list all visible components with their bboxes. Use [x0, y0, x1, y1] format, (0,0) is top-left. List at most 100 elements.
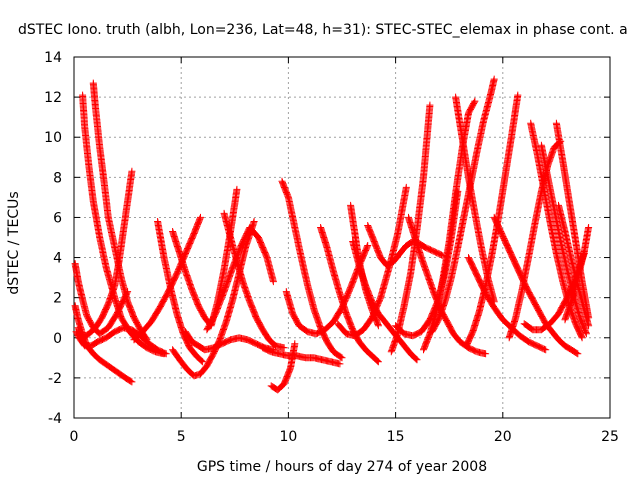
- data-point: [465, 173, 472, 181]
- data-point: [220, 288, 228, 296]
- data-point: [400, 330, 408, 338]
- y-tick-label: 8: [53, 170, 62, 186]
- data-point: [409, 332, 417, 340]
- data-point: [124, 298, 132, 306]
- data-point: [239, 280, 247, 288]
- data-point: [284, 193, 292, 201]
- data-point: [177, 358, 185, 366]
- data-point: [287, 364, 294, 372]
- data-point: [400, 342, 408, 350]
- data-point: [572, 320, 580, 328]
- data-point: [71, 260, 79, 268]
- data-point: [100, 177, 108, 185]
- data-point: [269, 278, 277, 286]
- data-point: [428, 328, 436, 336]
- data-point: [381, 318, 389, 326]
- data-point: [490, 75, 498, 83]
- data-point: [546, 320, 554, 328]
- data-point: [374, 310, 382, 318]
- data-point: [387, 326, 395, 334]
- series-38: [555, 201, 593, 330]
- series-29-trace: [463, 93, 522, 349]
- data-point: [469, 328, 477, 336]
- data-point: [533, 342, 541, 350]
- data-point: [529, 296, 537, 304]
- data-point: [462, 342, 470, 350]
- data-point: [349, 238, 357, 245]
- series-16: [278, 177, 346, 362]
- data-point: [490, 304, 498, 312]
- data-point: [516, 332, 524, 340]
- data-point: [567, 346, 575, 354]
- data-point: [229, 264, 237, 272]
- data-point: [368, 298, 376, 306]
- data-point: [111, 328, 119, 336]
- data-point: [115, 258, 123, 266]
- data-point: [342, 310, 350, 318]
- data-point: [390, 258, 397, 266]
- y-tick-label: 2: [53, 291, 62, 307]
- data-point: [246, 298, 254, 306]
- data-point: [342, 330, 350, 338]
- data-point: [329, 268, 337, 276]
- data-point: [405, 213, 412, 221]
- data-point: [282, 288, 290, 296]
- data-point: [537, 141, 545, 149]
- data-point: [222, 318, 230, 326]
- data-point: [580, 248, 588, 255]
- data-point: [512, 314, 520, 322]
- data-point: [497, 228, 505, 235]
- data-point: [555, 201, 562, 209]
- data-point: [417, 254, 425, 262]
- y-tick-label: 4: [53, 251, 62, 267]
- data-point: [525, 338, 532, 346]
- series-14: [259, 344, 344, 368]
- data-point: [417, 328, 425, 336]
- data-point: [143, 336, 151, 344]
- data-point: [160, 254, 168, 262]
- data-point: [520, 320, 528, 328]
- y-tick-label: 12: [44, 90, 62, 106]
- data-point: [119, 228, 127, 235]
- data-point: [329, 348, 337, 356]
- data-point: [574, 350, 582, 358]
- series-25: [420, 97, 479, 354]
- data-point: [85, 330, 93, 338]
- data-point: [351, 332, 359, 340]
- data-point: [259, 326, 267, 334]
- data-point: [194, 302, 202, 310]
- data-point: [214, 298, 222, 306]
- data-point: [336, 360, 344, 368]
- data-point: [540, 183, 547, 191]
- data-point: [274, 386, 282, 394]
- data-point: [555, 310, 562, 318]
- data-point: [244, 336, 252, 344]
- data-point: [336, 290, 344, 298]
- data-point: [280, 380, 288, 388]
- data-point: [351, 230, 359, 237]
- data-point: [576, 314, 584, 322]
- data-point: [480, 117, 487, 125]
- data-point: [104, 324, 112, 332]
- data-point: [229, 296, 237, 304]
- data-point: [334, 320, 342, 328]
- data-point: [207, 322, 215, 330]
- data-point: [201, 314, 209, 322]
- data-point: [567, 298, 575, 306]
- data-point: [396, 250, 404, 257]
- series-15: [267, 340, 299, 394]
- x-tick-label: 20: [494, 429, 512, 445]
- data-point: [364, 222, 372, 229]
- data-point: [124, 197, 132, 205]
- data-point: [233, 185, 241, 193]
- data-point: [209, 344, 217, 352]
- data-point: [111, 282, 119, 290]
- data-point: [435, 316, 442, 324]
- data-point: [422, 244, 430, 251]
- data-point: [265, 336, 273, 344]
- data-point: [561, 316, 569, 324]
- data-point: [473, 272, 481, 280]
- data-point: [377, 294, 385, 302]
- data-point: [295, 322, 303, 330]
